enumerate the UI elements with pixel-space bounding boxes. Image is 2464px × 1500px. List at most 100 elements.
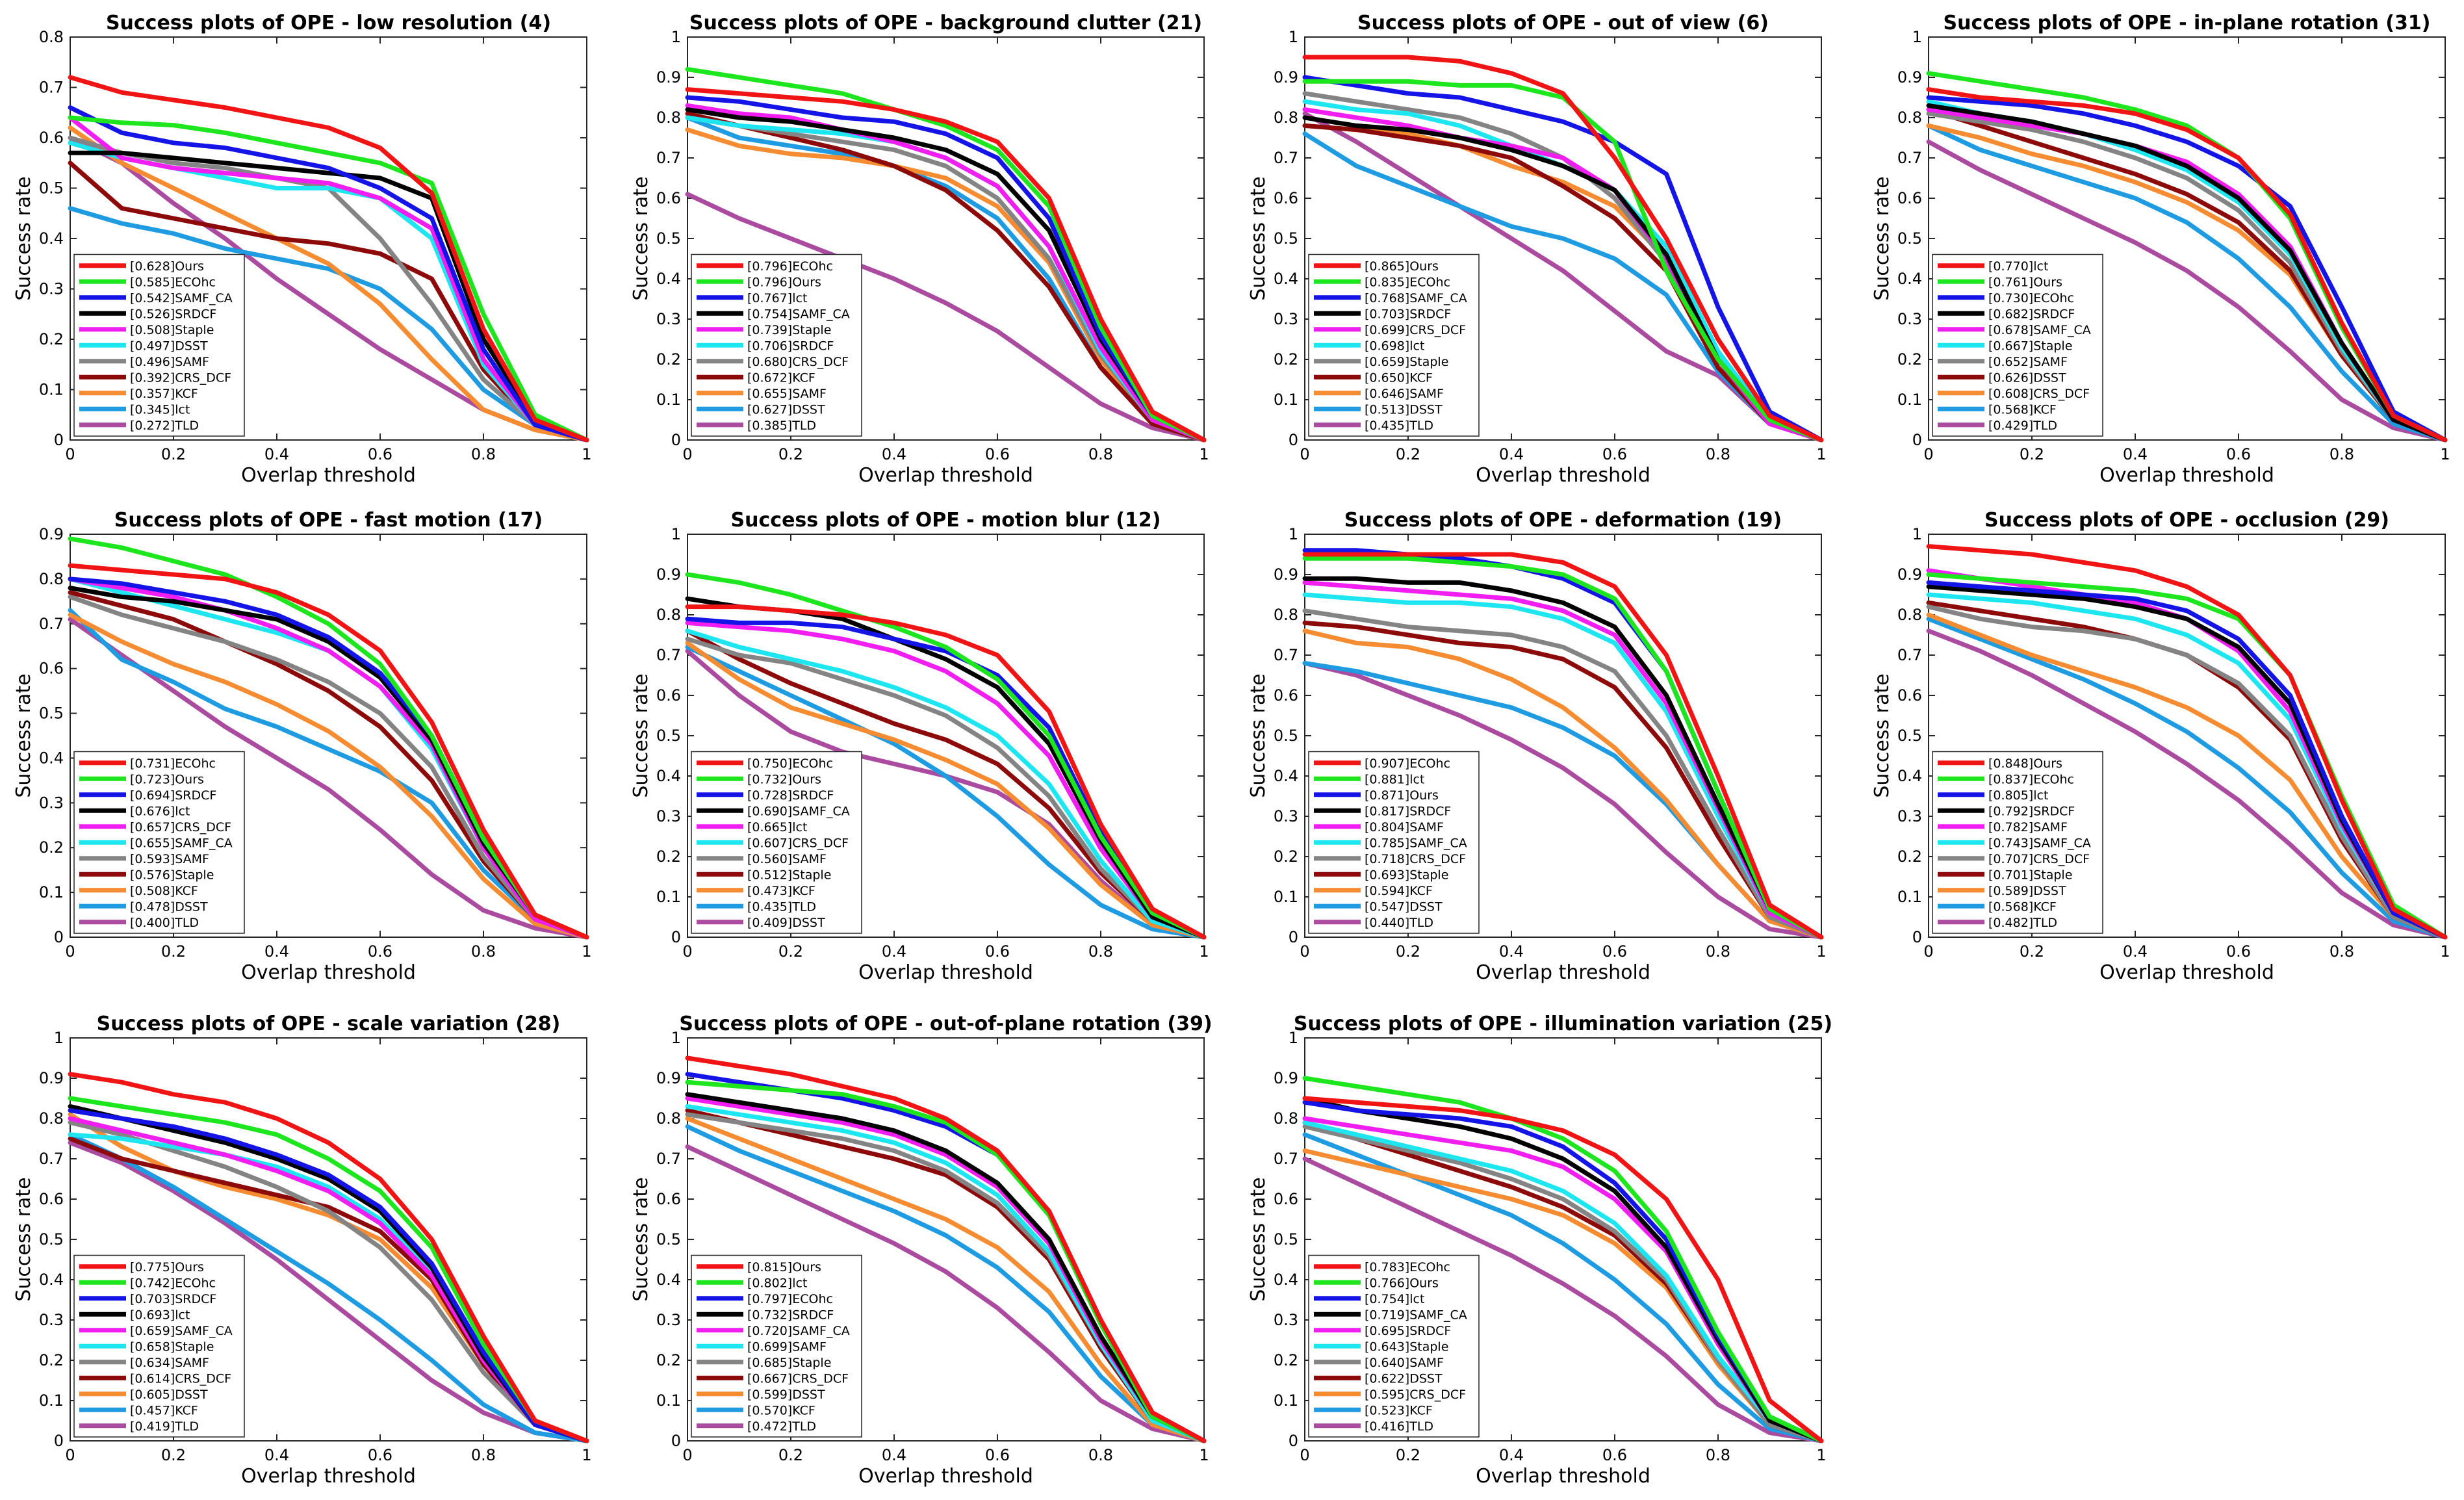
y-tick-label: 0.4	[1274, 1271, 1298, 1289]
series-line	[68, 115, 589, 443]
legend-entry: [0.728]SRDCF	[747, 788, 834, 803]
legend-entry: [0.805]lct	[1988, 788, 2048, 803]
legend-entry: [0.693]lct	[130, 1308, 190, 1322]
series-line	[1926, 123, 2448, 443]
series-line	[685, 1116, 1207, 1443]
x-tick-label: 0.6	[2226, 445, 2251, 463]
y-tick-label: 0.4	[39, 229, 64, 248]
legend-entry: [0.767]lct	[747, 291, 807, 305]
y-tick-label: 0.3	[656, 310, 681, 328]
x-tick-label: 0.2	[161, 942, 186, 961]
legend-entry: [0.400]TLD	[130, 916, 199, 930]
y-tick-label: 0.4	[1897, 767, 1922, 785]
legend-entry: [0.754]lct	[1365, 1292, 1424, 1306]
chart-title: Success plots of OPE - background clutte…	[689, 12, 1202, 34]
legend-entry: [0.497]DSST	[130, 339, 208, 353]
chart-title: Success plots of OPE - scale variation (…	[97, 1013, 561, 1035]
legend-entry: [0.754]SAMF_CA	[747, 307, 850, 321]
x-tick-label: 0.8	[1706, 942, 1730, 961]
y-tick-label: 0.4	[656, 767, 681, 785]
chart-panel: Success plots of OPE - motion blur (12) 0…	[630, 509, 1209, 984]
legend-entry: [0.699]CRS_DCF	[1365, 323, 1466, 337]
legend-entry: [0.659]SAMF_CA	[130, 1324, 233, 1338]
y-tick-label: 0.1	[39, 1391, 64, 1410]
x-tick-label: 0.2	[1396, 445, 1420, 463]
legend-entry: [0.512]Staple	[747, 868, 831, 882]
legend-entry: [0.646]SAMF	[1365, 387, 1444, 401]
x-axis-label: Overlap threshold	[2099, 961, 2274, 984]
series-line	[685, 127, 1207, 443]
series-line	[1302, 608, 1824, 940]
legend-entry: [0.731]ECOhc	[130, 756, 216, 771]
y-tick-label: 0.9	[1274, 565, 1298, 584]
legend-entry: [0.576]Staple	[130, 868, 214, 882]
y-tick-label: 0.1	[1897, 888, 1922, 906]
y-tick-label: 0.8	[39, 28, 64, 46]
x-tick-label: 0.4	[1499, 942, 1524, 961]
x-axis-label: Overlap threshold	[858, 464, 1033, 487]
x-axis-label: Overlap threshold	[2099, 464, 2274, 487]
x-tick-label: 0.6	[1602, 445, 1627, 463]
legend-entry: [0.796]ECOhc	[747, 259, 833, 274]
series-line	[68, 206, 589, 443]
series-line	[1302, 628, 1824, 940]
y-tick-label: 0.1	[656, 1391, 681, 1410]
series-line	[1926, 628, 2448, 940]
y-tick-label: 0.6	[39, 660, 64, 678]
chart-title: Success plots of OPE - deformation (19)	[1344, 509, 1782, 532]
series-line	[68, 1108, 589, 1443]
chart-panel: Success plots of OPE - illumination vari…	[1247, 1013, 1832, 1488]
series-line	[1302, 55, 1824, 443]
legend-entry: [0.676]lct	[130, 804, 190, 818]
series-line	[685, 628, 1207, 940]
legend-entry: [0.706]SRDCF	[747, 339, 834, 353]
y-tick-label: 0.8	[1274, 606, 1298, 624]
chart-panel: Success plots of OPE - out of view (6)0 0…	[1247, 12, 1827, 487]
x-tick-label: 1	[1816, 445, 1826, 463]
series-line	[68, 612, 589, 940]
x-tick-label: 0.6	[368, 1446, 392, 1464]
y-tick-label: 0	[671, 431, 681, 449]
y-tick-label: 0.9	[656, 565, 681, 584]
legend-entry: [0.416]TLD	[1365, 1419, 1433, 1434]
series-line	[685, 192, 1207, 443]
legend-entry: [0.907]ECOhc	[1365, 756, 1450, 771]
x-tick-label: 0	[1300, 1446, 1309, 1464]
legend-entry: [0.272]TLD	[130, 419, 199, 433]
chart-title: Success plots of OPE - motion blur (12)	[731, 509, 1161, 532]
series-line	[68, 536, 589, 940]
y-tick-label: 0.9	[1897, 565, 1922, 584]
x-tick-label: 0.2	[161, 445, 186, 463]
legend-entry: [0.440]TLD	[1365, 916, 1433, 930]
legend-entry: [0.720]SAMF_CA	[747, 1324, 850, 1338]
y-tick-label: 0.3	[656, 807, 681, 825]
legend-entry: [0.585]ECOhc	[130, 275, 216, 289]
legend-entry: [0.699]SAMF	[747, 1339, 827, 1354]
legend-entry: [0.835]ECOhc	[1365, 275, 1450, 289]
series-line	[685, 103, 1207, 443]
series-line	[685, 1092, 1207, 1443]
legend-entry: [0.815]Ours	[747, 1260, 821, 1274]
y-tick-label: 0.4	[1897, 270, 1922, 288]
legend-entry: [0.607]CRS_DCF	[747, 836, 849, 850]
y-tick-label: 0.8	[1897, 606, 1922, 624]
series-line	[1926, 103, 2448, 443]
x-tick-label: 0.4	[882, 445, 906, 463]
y-axis-label: Success rate	[630, 1177, 652, 1301]
series-line	[685, 572, 1207, 940]
y-tick-label: 0.4	[656, 270, 681, 288]
y-tick-label: 0.3	[1274, 807, 1298, 825]
series-line	[1926, 616, 2448, 940]
y-tick-label: 0.1	[656, 391, 681, 409]
y-tick-label: 0.3	[39, 280, 64, 298]
y-tick-label: 0.7	[1897, 646, 1922, 664]
y-tick-label: 1	[671, 1029, 681, 1047]
legend-entry: [0.667]Staple	[1988, 339, 2072, 353]
legend-entry: [0.429]TLD	[1988, 419, 2057, 433]
series-line	[1302, 1076, 1824, 1443]
y-tick-label: 0.5	[39, 705, 64, 723]
x-tick-label: 0.6	[985, 942, 1010, 961]
y-tick-label: 0.5	[39, 1230, 64, 1248]
series-line	[685, 1124, 1207, 1443]
y-tick-label: 0.9	[656, 1069, 681, 1087]
